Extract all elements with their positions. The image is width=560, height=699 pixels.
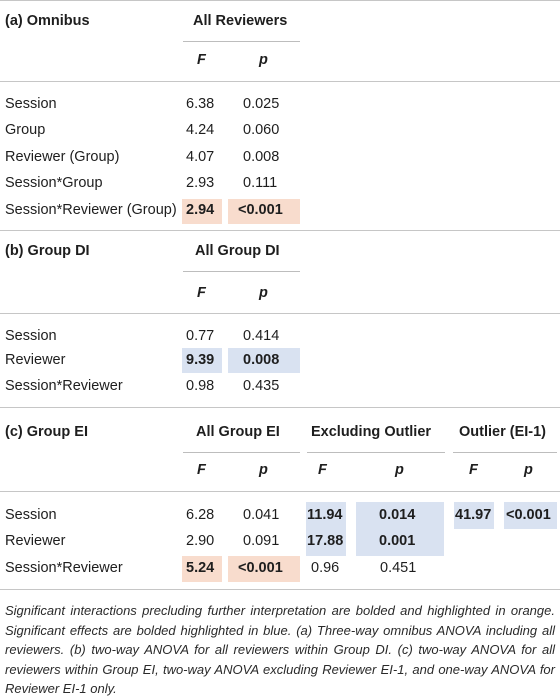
p-value: 0.435: [243, 378, 280, 394]
section-a-header-underline: [183, 41, 300, 42]
section-c-header-rule: [0, 491, 560, 492]
section-b-group-header: All Group DI: [195, 243, 280, 259]
section-c-col-p: p: [395, 462, 404, 478]
highlight-orange: [182, 556, 222, 582]
section-c-underline-excluding: [307, 452, 445, 453]
highlight-blue: [356, 502, 444, 556]
f-value: 11.94: [307, 507, 343, 523]
section-a-header-rule: [0, 81, 560, 82]
section-a-title: (a) Omnibus: [5, 13, 90, 29]
section-a-group-header: All Reviewers: [193, 13, 288, 29]
highlight-orange: [228, 199, 300, 224]
section-c-underline-all: [183, 452, 300, 453]
section-c-header-outlier: Outlier (EI-1): [459, 424, 547, 440]
p-value: 0.451: [380, 560, 417, 576]
p-value: 0.060: [243, 122, 280, 138]
highlight-orange: [228, 556, 300, 582]
row-label: Reviewer (Group): [5, 149, 120, 165]
section-c-header-all: All Group EI: [196, 424, 280, 440]
p-value: 0.091: [243, 533, 280, 549]
f-value: 17.88: [307, 533, 344, 549]
section-c-title: (c) Group EI: [5, 424, 88, 440]
row-label: Session: [5, 507, 57, 523]
f-value: 9.39: [186, 352, 215, 368]
section-c-col-f: F: [469, 462, 478, 478]
f-value: 2.90: [186, 533, 215, 549]
section-a-col-p: p: [259, 52, 268, 68]
p-value: 0.041: [243, 507, 280, 523]
section-c-underline-outlier: [453, 452, 557, 453]
section-b-header-underline: [183, 271, 300, 272]
f-value: 0.77: [186, 328, 215, 344]
p-value: 0.025: [243, 96, 280, 112]
p-value: <0.001: [506, 507, 551, 523]
f-value: 0.98: [186, 378, 215, 394]
highlight-blue: [306, 502, 346, 556]
section-c-col-f: F: [197, 462, 206, 478]
highlight-blue: [504, 502, 557, 529]
p-value: 0.008: [243, 149, 280, 165]
section-b-header-rule: [0, 313, 560, 314]
section-c-col-p: p: [259, 462, 268, 478]
rule-top: [0, 0, 560, 1]
section-b-col-f: F: [197, 285, 206, 301]
section-c-col-p: p: [524, 462, 533, 478]
row-label: Session*Group: [5, 175, 103, 191]
section-b-col-p: p: [259, 285, 268, 301]
p-value: <0.001: [238, 202, 283, 218]
f-value: 5.24: [186, 560, 215, 576]
p-value: <0.001: [238, 560, 283, 576]
section-b-bottom-rule: [0, 407, 560, 408]
p-value: 0.014: [379, 507, 416, 523]
f-value: 6.28: [186, 507, 215, 523]
row-label: Session*Reviewer: [5, 378, 123, 394]
highlight-orange: [182, 199, 222, 224]
p-value: 0.111: [243, 175, 278, 191]
p-value: 0.008: [243, 352, 280, 368]
p-value: 0.414: [243, 328, 280, 344]
row-label: Reviewer: [5, 352, 66, 368]
row-label: Session*Reviewer (Group): [5, 202, 177, 218]
section-c-col-f: F: [318, 462, 327, 478]
f-value: 2.93: [186, 175, 215, 191]
f-value: 2.94: [186, 202, 215, 218]
f-value: 4.07: [186, 149, 215, 165]
highlight-blue: [182, 348, 222, 373]
section-c-header-excluding: Excluding Outlier: [311, 424, 432, 440]
row-label: Group: [5, 122, 46, 138]
f-value: 6.38: [186, 96, 215, 112]
row-label: Reviewer: [5, 533, 66, 549]
p-value: 0.001: [379, 533, 416, 549]
section-c-bottom-rule: [0, 589, 560, 590]
f-value: 0.96: [311, 560, 340, 576]
row-label: Session*Reviewer: [5, 560, 123, 576]
row-label: Session: [5, 328, 57, 344]
row-label: Session: [5, 96, 57, 112]
section-b-title: (b) Group DI: [5, 243, 90, 259]
highlight-blue: [228, 348, 300, 373]
section-a-bottom-rule: [0, 230, 560, 231]
f-value: 41.97: [455, 507, 492, 523]
table-caption: Significant interactions precluding furt…: [5, 603, 555, 696]
section-a-col-f: F: [197, 52, 206, 68]
f-value: 4.24: [186, 122, 215, 138]
highlight-blue: [454, 502, 494, 529]
